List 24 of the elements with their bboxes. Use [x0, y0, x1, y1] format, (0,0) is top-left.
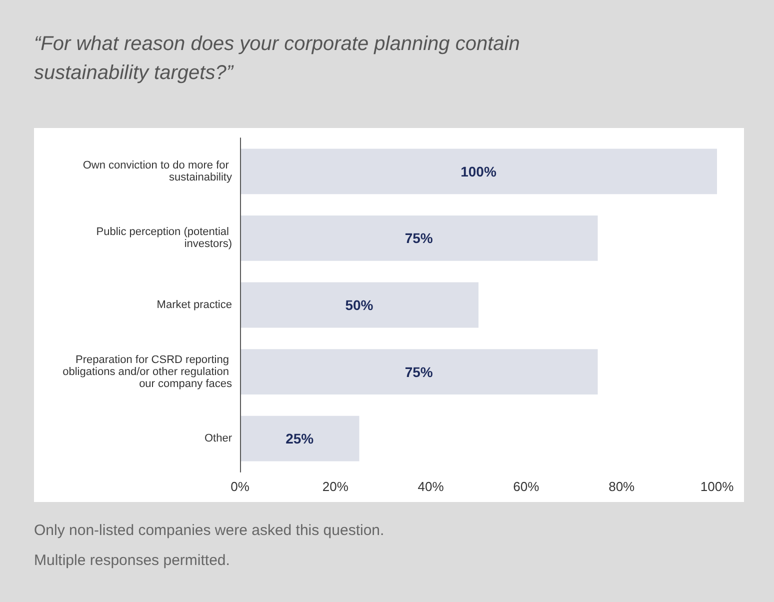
x-tick-label: 0%: [230, 479, 250, 494]
text: Multiple responses permitted.: [34, 551, 231, 571]
bar: [240, 416, 360, 462]
data-label: 75%: [404, 230, 434, 246]
text: Only non-listed companies were asked this question.: [34, 521, 384, 541]
x-tick-label: 60%: [513, 479, 540, 494]
bar: [240, 215, 598, 261]
y-tick-label: Other: [204, 432, 232, 445]
y-tick-label: Public perception (potential investors): [96, 226, 232, 250]
y-tick-label: Market practice: [156, 299, 232, 311]
data-label: 50%: [345, 297, 374, 313]
bar: [240, 148, 717, 194]
y-tick-label: Preparation for CSRD reporting obligations and/or other regulation our company faces: [62, 354, 232, 390]
x-tick-label: 80%: [608, 479, 636, 494]
data-label: 100%: [460, 163, 497, 180]
x-tick-label: 20%: [322, 479, 349, 494]
y-tick-label: Own conviction to do more for sustainability: [82, 159, 232, 184]
bar: [240, 349, 598, 395]
chart-title: “For what reason does your corporate planning contain sustainability targets?”: [34, 32, 521, 86]
data-label: 25%: [286, 430, 314, 447]
x-tick-label: 100%: [700, 479, 734, 494]
data-label: 75%: [404, 364, 434, 380]
bar: [240, 282, 478, 328]
x-tick-label: 40%: [418, 479, 444, 494]
